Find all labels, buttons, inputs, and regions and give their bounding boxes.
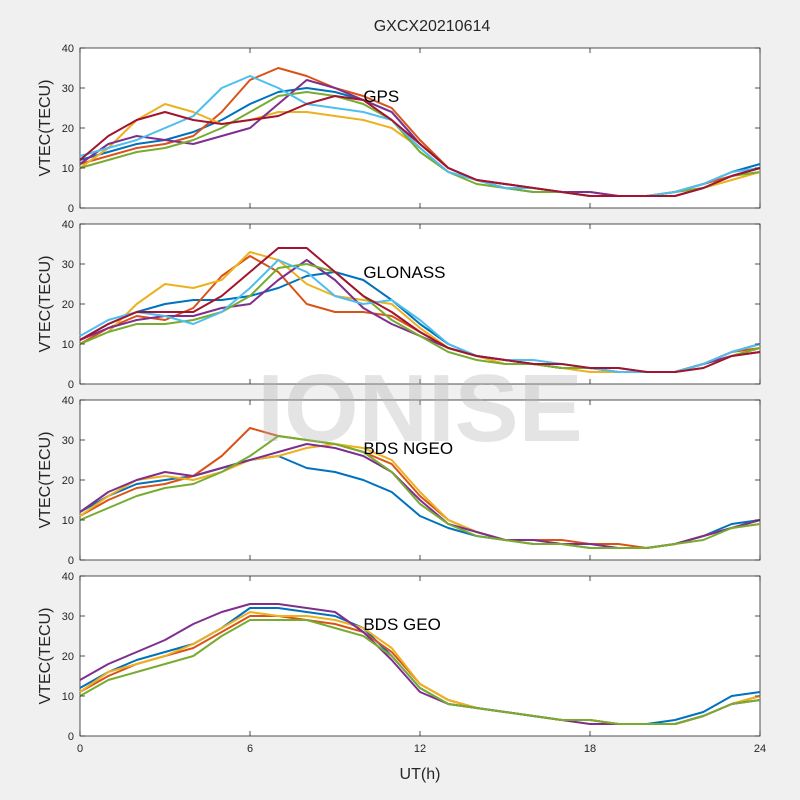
x-tick-label: 18: [584, 743, 596, 755]
y-axis-label: VTEC(TECU): [37, 80, 54, 177]
panel-0: 0 10 20 30 40 VTEC(TECU) GPS: [37, 43, 761, 215]
y-tick-label: 10: [62, 339, 74, 351]
y-tick-label: 30: [62, 259, 74, 271]
x-tick-label: 12: [414, 743, 426, 755]
y-tick-label: 0: [68, 555, 74, 567]
y-tick-label: 0: [68, 731, 74, 743]
panel-axes-box: [79, 575, 761, 737]
figure-title: GXCX20210614: [374, 18, 491, 35]
y-tick-label: 0: [68, 379, 74, 391]
series-line-4: [79, 619, 761, 725]
x-tick-label: 0: [77, 743, 83, 755]
series-line-4: [79, 435, 761, 549]
y-tick-label: 10: [62, 691, 74, 703]
panels-group: 0 10 20 30 40 VTEC(TECU) GPS 0 10 20 30 40 VTEC(TECU…: [37, 43, 766, 755]
panel-2: 0 10 20 30 40 VTEC(TECU) BDS NGEO: [37, 395, 761, 567]
y-tick-label: 40: [62, 219, 74, 231]
panel-label: BDS NGEO: [363, 439, 453, 458]
y-axis-label: VTEC(TECU): [37, 432, 54, 529]
y-tick-label: 30: [62, 83, 74, 95]
panel-label: BDS GEO: [363, 615, 440, 634]
y-tick-label: 20: [62, 299, 74, 311]
y-axis-label: VTEC(TECU): [37, 256, 54, 353]
series-line-6: [79, 247, 761, 373]
y-tick-label: 20: [62, 475, 74, 487]
y-tick-label: 40: [62, 43, 74, 55]
y-tick-label: 10: [62, 515, 74, 527]
y-tick-label: 20: [62, 123, 74, 135]
series-line-6: [79, 95, 761, 197]
panel-label: GLONASS: [363, 263, 445, 282]
panel-axes-box: [79, 47, 761, 209]
y-tick-label: 10: [62, 163, 74, 175]
y-tick-label: 30: [62, 435, 74, 447]
panel-1: 0 10 20 30 40 VTEC(TECU) GLONASS: [37, 219, 761, 391]
y-tick-label: 40: [62, 571, 74, 583]
x-axis-label: UT(h): [400, 766, 441, 783]
x-tick-label: 24: [754, 743, 766, 755]
y-axis-label: VTEC(TECU): [37, 608, 54, 705]
y-tick-label: 30: [62, 611, 74, 623]
panel-3: 0 10 20 30 40 0 6 12 18 24 VTEC(TECU) BDS GEO: [37, 571, 766, 755]
y-tick-label: 20: [62, 651, 74, 663]
y-tick-label: 0: [68, 203, 74, 215]
panel-axes-box: [79, 223, 761, 385]
watermark-text: IONISE: [257, 355, 582, 462]
panel-label: GPS: [363, 87, 399, 106]
y-tick-label: 40: [62, 395, 74, 407]
x-tick-label: 6: [247, 743, 253, 755]
